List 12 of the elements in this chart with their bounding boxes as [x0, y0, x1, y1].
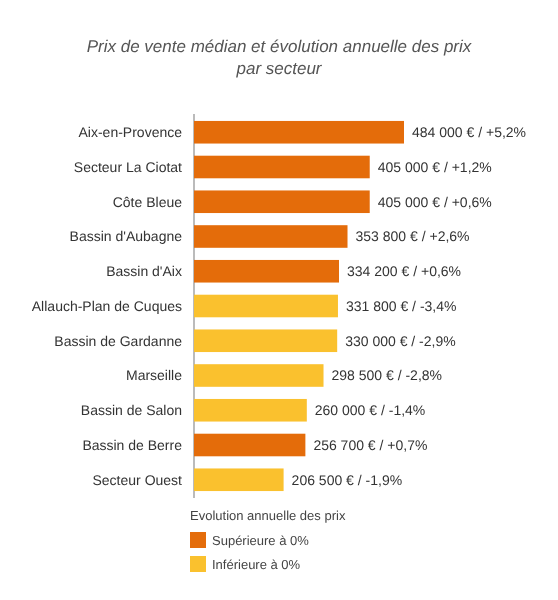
chart-title: Prix de vente médian et évolution annuelle des prix par secteur	[86, 36, 473, 78]
bar	[194, 190, 370, 214]
bar	[194, 433, 306, 457]
bar	[194, 155, 370, 179]
bar	[194, 294, 338, 318]
bar	[194, 398, 307, 422]
bar	[194, 225, 348, 248]
bar	[194, 259, 339, 283]
bar	[194, 329, 338, 353]
bar	[194, 364, 324, 387]
bar	[194, 468, 284, 492]
bar	[194, 120, 404, 144]
